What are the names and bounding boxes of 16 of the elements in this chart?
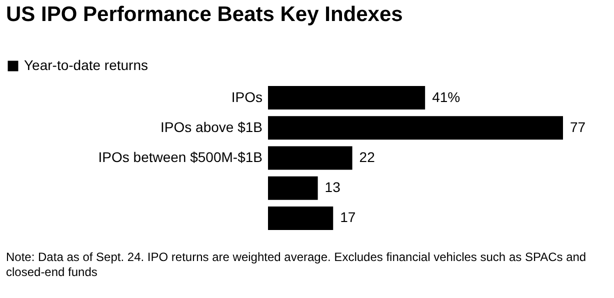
y-tick-label: IPOs between $500M-$1B xyxy=(98,149,262,165)
data-label: 17 xyxy=(340,209,356,226)
chart-title: US IPO Performance Beats Key Indexes xyxy=(6,3,403,26)
data-label: 41% xyxy=(432,88,460,105)
bar xyxy=(268,146,352,170)
bar xyxy=(268,86,426,110)
data-label: 13 xyxy=(324,179,341,196)
data-label: 22 xyxy=(359,149,376,165)
bar xyxy=(268,176,318,200)
legend-label: Year-to-date returns xyxy=(24,57,148,73)
y-tick-label: IPOs xyxy=(231,88,262,105)
y-tick-label: IPOs above $1B xyxy=(160,118,262,135)
bar xyxy=(268,206,334,230)
text: Note: Data as of Sept. 24. IPO returns are weighted average. Excludes financial vehicles such as SPACs and closed-end funds xyxy=(6,250,588,280)
bar xyxy=(268,116,563,140)
data-label: 77 xyxy=(570,118,586,135)
